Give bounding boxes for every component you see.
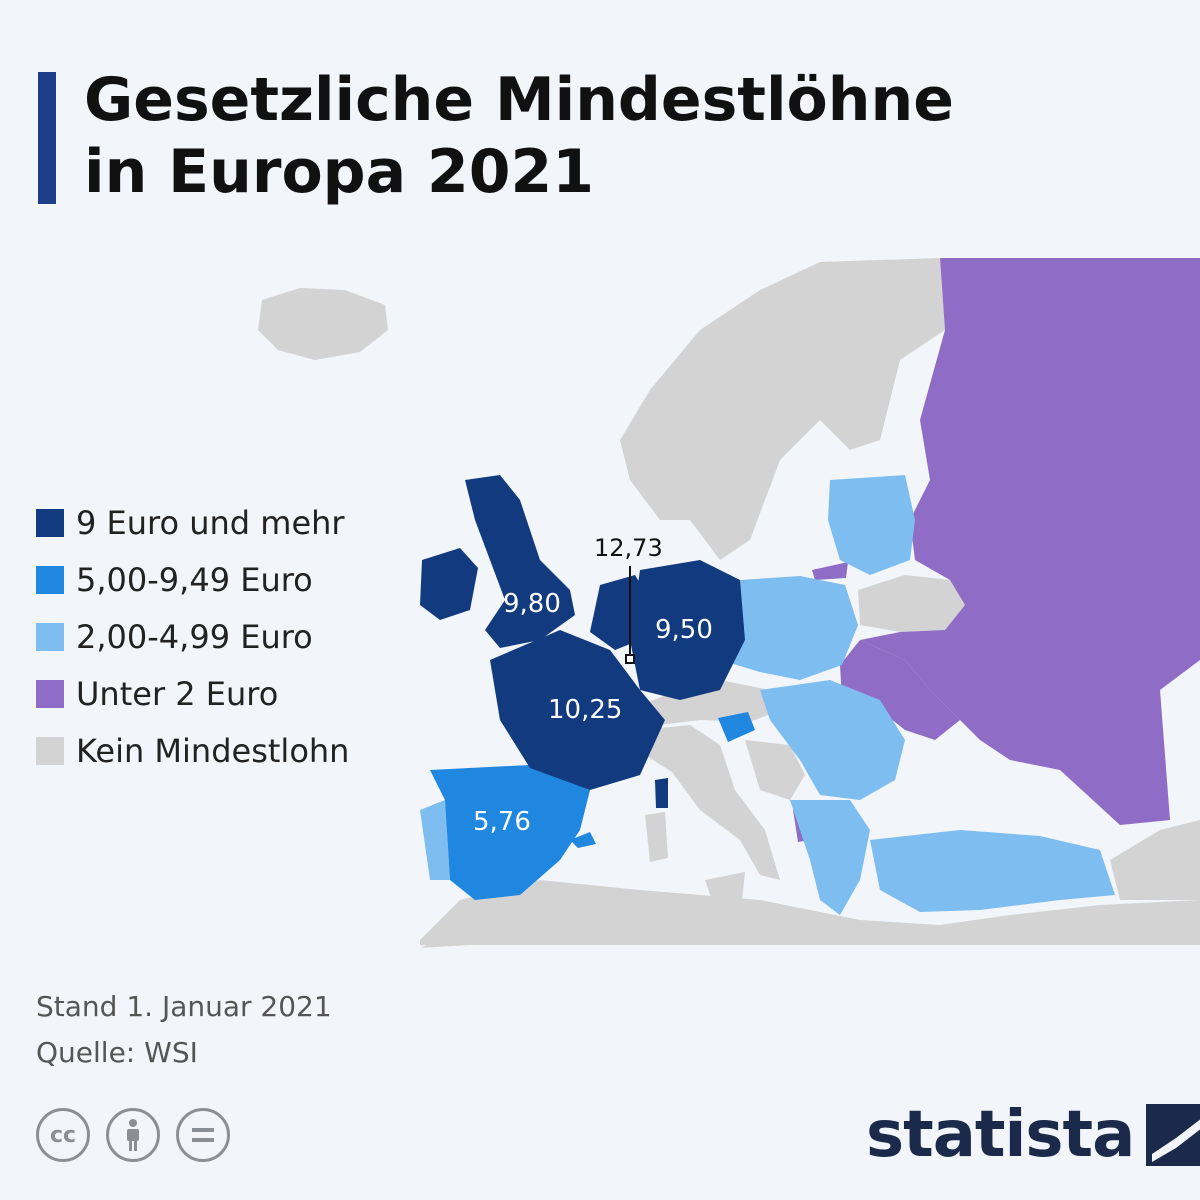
equals-icon xyxy=(192,1128,214,1142)
source-note: Quelle: WSI xyxy=(36,1036,198,1069)
turkey xyxy=(870,830,1115,912)
sardinia xyxy=(645,812,668,862)
legend-item: 5,00-9,49 Euro xyxy=(36,551,349,608)
scandinavia xyxy=(620,258,945,560)
hungary-romania-bulgaria xyxy=(760,680,905,800)
statista-mark-icon xyxy=(1146,1104,1200,1166)
legend-item: 9 Euro und mehr xyxy=(36,494,349,551)
page-title: Gesetzliche Mindestlöhne in Europa 2021 xyxy=(84,64,1084,208)
title-line-2: in Europa 2021 xyxy=(84,137,594,207)
legend-label: 2,00-4,99 Euro xyxy=(76,617,313,656)
map-label-luxembourg: 12,73 xyxy=(594,534,663,562)
map-label-uk: 9,80 xyxy=(503,589,561,619)
germany xyxy=(630,560,745,700)
legend-label: Kein Mindestlohn xyxy=(76,731,350,770)
legend-label: 9 Euro und mehr xyxy=(76,503,345,542)
spain xyxy=(430,765,590,900)
poland-czech-slovakia xyxy=(720,576,858,680)
legend-label: Unter 2 Euro xyxy=(76,674,279,713)
map-label-france: 10,25 xyxy=(548,695,622,725)
caucasus-mideast xyxy=(1110,820,1200,900)
italy xyxy=(640,725,780,880)
wage-2-to-5-land xyxy=(420,475,1115,915)
title-line-1: Gesetzliche Mindestlöhne xyxy=(84,65,954,135)
corsica xyxy=(655,778,668,808)
legend-swatch xyxy=(36,679,64,708)
person-icon xyxy=(127,1119,139,1151)
ireland xyxy=(420,548,478,620)
legend-item: Kein Mindestlohn xyxy=(36,722,349,779)
iberia-gray-north xyxy=(420,930,470,948)
switzerland-austria xyxy=(640,680,785,725)
no-derivatives-icon[interactable] xyxy=(176,1108,230,1162)
wage-9-plus-land xyxy=(420,475,745,808)
france xyxy=(490,630,665,790)
russia xyxy=(860,258,1200,825)
legend-swatch xyxy=(36,736,64,765)
ukraine xyxy=(840,640,960,740)
legend-swatch xyxy=(36,565,64,594)
iceland xyxy=(258,288,388,360)
legend-swatch xyxy=(36,622,64,651)
wage-5-to-9-land xyxy=(430,712,755,900)
greece-balkans xyxy=(790,800,870,915)
license-icons: cc xyxy=(36,1108,230,1162)
date-note: Stand 1. Januar 2021 xyxy=(36,990,332,1023)
brand-name: statista xyxy=(866,1098,1135,1172)
balearics xyxy=(570,832,596,848)
map-legend: 9 Euro und mehr 5,00-9,49 Euro 2,00-4,99… xyxy=(36,494,349,779)
slovenia xyxy=(718,712,755,742)
no-minimum-wage-land xyxy=(258,258,1200,948)
great-britain xyxy=(465,475,575,648)
map-label-germany: 9,50 xyxy=(655,615,713,645)
europe-map: 9,80 9,50 10,25 5,76 12,73 xyxy=(258,258,1200,948)
map-label-spain: 5,76 xyxy=(473,807,531,837)
portugal xyxy=(420,800,450,880)
kaliningrad xyxy=(812,562,848,580)
balkans-gray xyxy=(745,740,805,800)
cc-icon[interactable]: cc xyxy=(36,1108,90,1162)
title-accent-bar xyxy=(38,72,56,204)
sicily xyxy=(705,872,745,900)
north-africa xyxy=(420,880,1200,945)
belarus xyxy=(858,575,965,632)
baltics xyxy=(828,475,915,575)
luxembourg-marker xyxy=(625,654,635,664)
attribution-icon[interactable] xyxy=(106,1108,160,1162)
legend-label: 5,00-9,49 Euro xyxy=(76,560,313,599)
statista-logo[interactable]: statista xyxy=(866,1098,1200,1172)
legend-item: 2,00-4,99 Euro xyxy=(36,608,349,665)
legend-item: Unter 2 Euro xyxy=(36,665,349,722)
legend-swatch xyxy=(36,508,64,537)
